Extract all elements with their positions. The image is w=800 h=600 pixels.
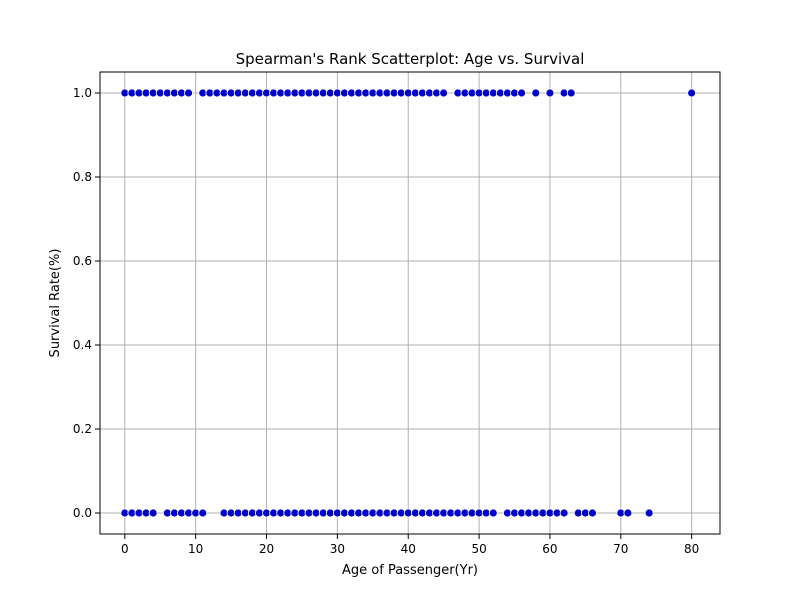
- x-tick-label: 0: [121, 542, 129, 556]
- data-point: [148, 508, 158, 518]
- x-axis-ticks: 0 10 20 30 40 50 60 70 80: [121, 534, 699, 556]
- x-tick-label: 10: [188, 542, 203, 556]
- data-point: [198, 508, 208, 518]
- x-tick-label: 60: [542, 542, 557, 556]
- data-point: [559, 508, 569, 518]
- x-tick-label: 30: [330, 542, 345, 556]
- chart-title: Spearman's Rank Scatterplot: Age vs. Sur…: [236, 50, 585, 68]
- data-point: [439, 88, 449, 98]
- data-point: [184, 88, 193, 98]
- x-tick-label: 80: [684, 542, 699, 556]
- data-point: [566, 88, 576, 98]
- data-point: [588, 508, 597, 518]
- data-point: [488, 508, 498, 518]
- x-tick-label: 20: [259, 542, 274, 556]
- data-points: [120, 88, 697, 518]
- x-axis-label: Age of Passenger(Yr): [342, 563, 478, 578]
- data-point: [545, 88, 555, 98]
- y-tick-label: 0.8: [73, 170, 92, 184]
- y-axis-ticks: 0.0 0.2 0.4 0.6 0.8 1.0: [73, 86, 100, 520]
- y-tick-label: 0.4: [73, 338, 92, 352]
- y-tick-label: 1.0: [73, 86, 92, 100]
- data-point: [623, 508, 633, 518]
- data-point: [531, 88, 541, 98]
- plot-frame: [99, 71, 721, 535]
- data-point: [644, 508, 654, 518]
- x-tick-label: 40: [401, 542, 416, 556]
- y-tick-label: 0.2: [73, 422, 92, 436]
- y-tick-label: 0.6: [73, 254, 92, 268]
- x-tick-label: 70: [613, 542, 628, 556]
- data-point: [687, 88, 697, 98]
- y-axis-label: Survival Rate(%): [48, 249, 63, 358]
- y-tick-label: 0.0: [73, 506, 92, 520]
- x-tick-label: 50: [471, 542, 486, 556]
- data-point: [517, 88, 526, 98]
